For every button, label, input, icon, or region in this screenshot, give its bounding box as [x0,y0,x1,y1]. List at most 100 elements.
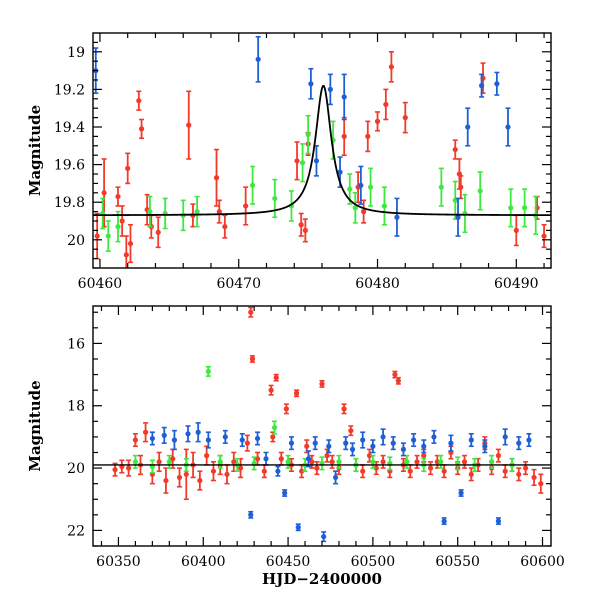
top-panel-zoomed-light-curve: 60460 60470 60480 60490 19 19.2 19.4 19.6 19.8 20… [26,32,552,292]
data-point [210,468,217,474]
data-point [383,101,389,108]
data-point [438,184,444,190]
data-point [305,131,311,138]
data-point [132,437,139,443]
data-point [431,434,437,440]
data-point [388,64,394,70]
data-point [305,456,312,462]
data-point [329,459,335,465]
data-point [366,453,373,459]
data-point [452,146,458,153]
bottom-panel-full-light-curve: 60350 60400 60450 60500 60550 60600 16 18 20 22 Ma… [26,305,565,588]
data-point [255,56,261,62]
data-point [105,233,111,239]
data-point [299,468,305,474]
data-point [288,440,295,446]
x-tick-label: 60480 [355,276,400,292]
data-point [516,440,522,446]
data-point [213,175,220,181]
data-point [248,512,254,518]
data-point [250,182,256,188]
y-tick-label: 18 [67,399,85,415]
data-point [477,188,483,194]
data-point [348,428,354,434]
data-point [136,98,142,104]
data-point [341,133,347,139]
data-point [298,222,304,228]
x-tick-label: 60400 [181,554,226,570]
data-point [343,440,349,446]
data-point [112,467,118,473]
x-tick-label: 60470 [216,276,261,292]
data-point [479,83,485,89]
x-axis-title: HJD−2400000 [262,570,382,588]
data-point [155,229,161,235]
data-point [123,252,129,258]
data-point [341,94,347,100]
data-point [138,126,145,132]
data-point [272,195,278,202]
y-tick-label: 19.4 [54,120,85,136]
data-point [441,468,447,474]
model-curve [93,84,551,217]
data-point [126,465,132,471]
data-point [458,184,464,190]
data-point [448,440,454,446]
data-point [411,437,417,443]
data-point [373,465,379,471]
data-point [170,456,176,462]
y-tick-label: 19 [67,45,85,61]
data-point [381,203,388,209]
data-point [293,390,300,396]
data-point [237,465,244,471]
plot-frame [92,305,552,547]
data-point [149,435,155,442]
data-point [367,184,374,190]
data-point [248,309,254,315]
data-point [313,158,320,164]
x-tick-label: 60500 [351,554,396,570]
y-tick-label: 20 [67,233,85,249]
data-point [142,429,149,435]
data-point [222,224,228,230]
x-tick-label: 60550 [435,554,480,570]
data-point [349,446,356,452]
data-point [195,429,201,435]
data-point [468,471,474,477]
data-point [309,459,315,465]
data-point [304,443,310,449]
data-point [392,371,398,378]
data-point [302,227,308,233]
data-point [489,459,495,465]
data-point [222,434,228,440]
plot-area [93,35,551,268]
data-point [395,378,401,384]
data-point [94,233,100,239]
data-point [166,459,172,465]
data-point [115,193,121,200]
data-point [205,437,211,443]
data-point [370,443,376,449]
red-series [94,50,547,268]
data-point [205,368,211,375]
data-point [282,490,288,496]
data-point [231,459,237,465]
data-point [261,468,267,474]
data-point [217,459,223,465]
data-point [278,456,284,462]
data-point [337,169,343,175]
data-point [204,453,210,459]
data-point [495,453,502,459]
data-point [522,465,529,471]
data-point [185,431,191,437]
y-tick-label: 19.6 [54,158,85,174]
y-tick-label: 22 [67,523,85,539]
data-point [380,459,386,465]
data-point [294,158,300,164]
data-point [341,406,347,412]
data-point [183,471,189,477]
y-tick-label: 19.2 [54,82,85,98]
data-point [538,481,544,487]
data-point [176,474,183,481]
